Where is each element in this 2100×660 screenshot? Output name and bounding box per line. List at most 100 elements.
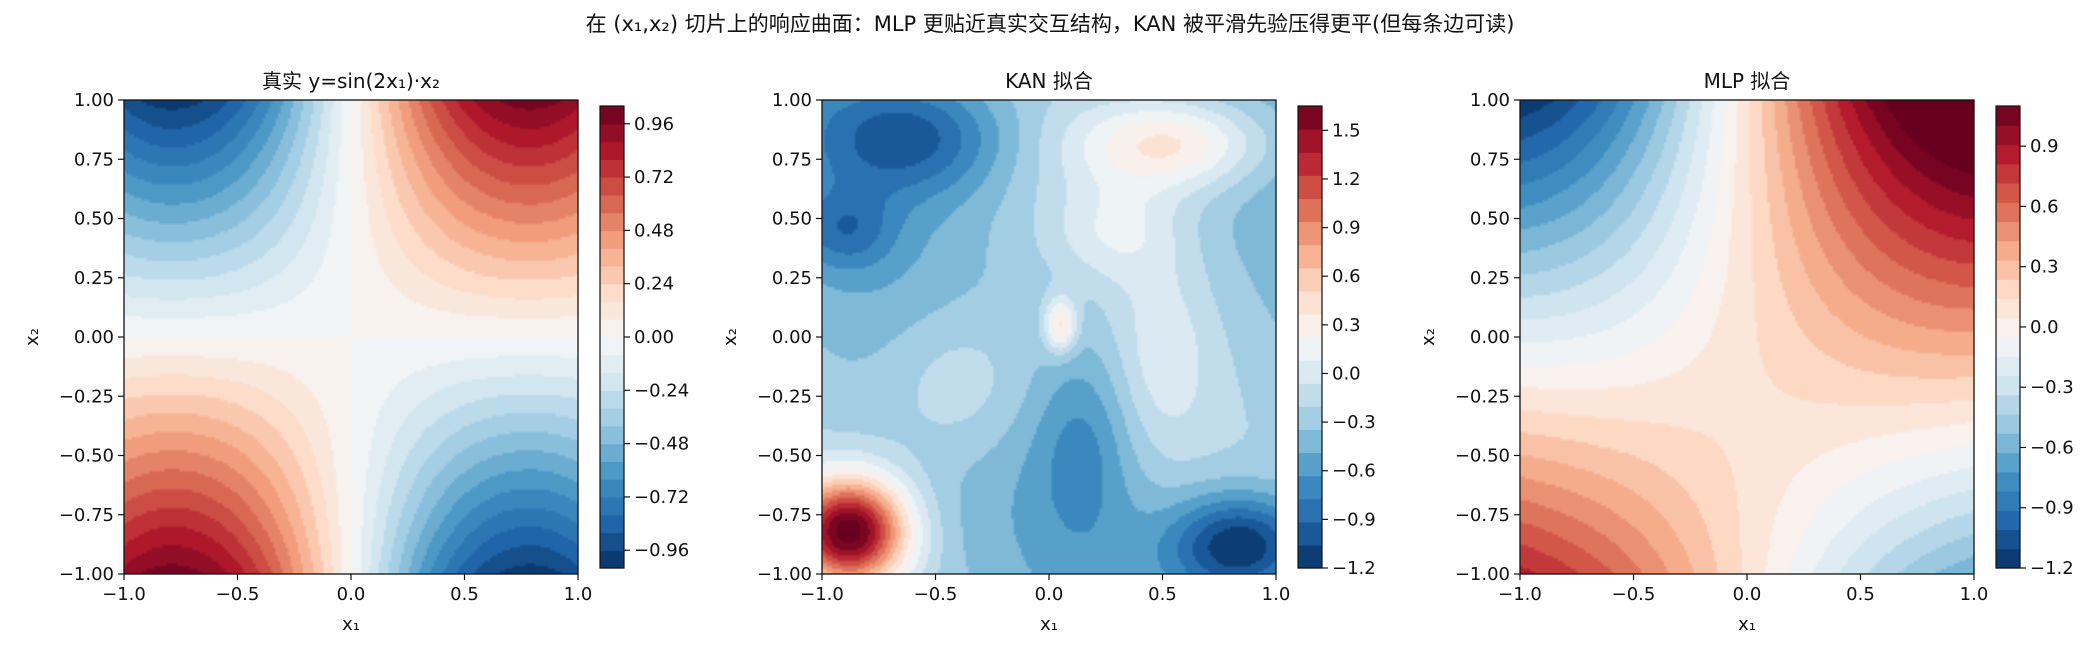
colorbar-band bbox=[1298, 452, 1322, 477]
panel-title: 真实 y=sin(2x₁)·x₂ bbox=[262, 69, 440, 93]
y-tick-label: 0.25 bbox=[1470, 268, 1510, 289]
y-tick-label: 0.25 bbox=[772, 268, 812, 289]
x-tick-label: 0.0 bbox=[1035, 584, 1064, 605]
colorbar-band bbox=[1996, 221, 2020, 242]
y-tick-label: −1.00 bbox=[1455, 564, 1510, 585]
colorbar-tick-label: 1.2 bbox=[1332, 169, 1361, 190]
y-tick-label: 1.00 bbox=[74, 90, 114, 111]
colorbar-band bbox=[1996, 298, 2020, 319]
colorbar-tick-label: −1.2 bbox=[2030, 558, 2074, 579]
colorbar-band bbox=[1298, 106, 1322, 130]
x-tick-label: −0.5 bbox=[216, 584, 260, 605]
colorbar-band bbox=[1298, 521, 1322, 546]
x-tick-label: 0.0 bbox=[1733, 584, 1762, 605]
colorbar-band bbox=[1298, 313, 1322, 338]
y-tick-label: −0.75 bbox=[757, 505, 812, 526]
colorbar-band bbox=[1996, 433, 2020, 454]
x-tick-label: −0.5 bbox=[914, 584, 958, 605]
colorbar-band bbox=[1996, 414, 2020, 434]
colorbar-band bbox=[600, 514, 624, 534]
colorbar-tick-label: 0.6 bbox=[1332, 266, 1361, 287]
panel-title: MLP 拟合 bbox=[1704, 69, 1791, 93]
colorbar-band bbox=[600, 532, 624, 551]
colorbar-tick-label: 0.72 bbox=[634, 167, 674, 188]
y-tick-label: 0.00 bbox=[1470, 327, 1510, 348]
panel-1: 真实 y=sin(2x₁)·x₂ −1.0 −0.5 0.0 0.5 1.0 −1.00 −0… bbox=[22, 69, 689, 635]
x-tick-label: −1.0 bbox=[800, 584, 844, 605]
panel-2: KAN 拟合 −1.0 −0.5 0.0 0.5 1.0 −1.00 −0.75 −0.50 −0… bbox=[720, 69, 1376, 635]
colorbar-band bbox=[600, 425, 624, 445]
y-tick-label: 0.50 bbox=[74, 209, 114, 230]
colorbar-band bbox=[600, 354, 624, 374]
colorbar-band bbox=[600, 106, 624, 125]
colorbar: −0.96 −0.72 −0.48 −0.24 0.00 0.24 0.48 0.72 0.96 bbox=[599, 105, 689, 569]
y-tick-label: 1.00 bbox=[772, 90, 812, 111]
y-axis-label: x₂ bbox=[1418, 328, 1439, 346]
x-tick-label: 0.5 bbox=[450, 584, 479, 605]
colorbar-band bbox=[600, 319, 624, 338]
y-tick-label: −0.75 bbox=[59, 505, 114, 526]
colorbar-band bbox=[1298, 267, 1322, 292]
colorbar-band bbox=[1298, 198, 1322, 223]
y-tick-label: 0.50 bbox=[772, 209, 812, 230]
colorbar-tick-label: 0.48 bbox=[634, 220, 674, 241]
colorbar-tick-label: 0.96 bbox=[634, 114, 674, 135]
colorbar-band bbox=[600, 194, 624, 214]
x-axis-label: x₁ bbox=[1040, 614, 1058, 635]
heatmap-surface bbox=[822, 100, 1276, 574]
y-tick-label: −1.00 bbox=[59, 564, 114, 585]
x-tick-label: 0.5 bbox=[1846, 584, 1875, 605]
y-axis-label: x₂ bbox=[720, 328, 741, 346]
colorbar-band bbox=[1298, 360, 1322, 384]
colorbar-band bbox=[1996, 394, 2020, 415]
colorbar-tick-label: −0.48 bbox=[634, 434, 689, 455]
colorbar-band bbox=[600, 496, 624, 516]
panel-3: MLP 拟合 −1.0 −0.5 0.0 0.5 1.0 −1.00 −0.75 −0.50 −0… bbox=[1418, 69, 2074, 635]
colorbar-band bbox=[1996, 125, 2020, 146]
y-tick-label: 1.00 bbox=[1470, 90, 1510, 111]
y-tick-label: 0.75 bbox=[74, 149, 114, 170]
colorbar-band bbox=[600, 443, 624, 462]
colorbar-band bbox=[600, 461, 624, 480]
y-tick-label: −0.50 bbox=[59, 446, 114, 467]
y-tick-label: −0.25 bbox=[1455, 386, 1510, 407]
colorbar-tick-label: −0.3 bbox=[1332, 412, 1376, 433]
colorbar-band bbox=[1996, 452, 2020, 473]
y-tick-label: 0.50 bbox=[1470, 209, 1510, 230]
colorbar-tick-label: 0.0 bbox=[2030, 317, 2059, 338]
colorbar-tick-label: 0.3 bbox=[2030, 257, 2059, 278]
y-tick-label: −0.25 bbox=[59, 386, 114, 407]
colorbar-band bbox=[1298, 129, 1322, 153]
colorbar-band bbox=[1298, 175, 1322, 199]
colorbar-band bbox=[1996, 240, 2020, 261]
colorbar-band bbox=[1298, 406, 1322, 430]
y-tick-label: 0.25 bbox=[74, 268, 114, 289]
y-axis-label: x₂ bbox=[22, 328, 43, 346]
x-tick-label: 1.0 bbox=[1960, 584, 1989, 605]
colorbar-band bbox=[1996, 163, 2020, 184]
x-tick-label: −1.0 bbox=[1498, 584, 1542, 605]
y-tick-label: −1.00 bbox=[757, 564, 812, 585]
colorbar-band bbox=[1298, 337, 1322, 361]
colorbar-band bbox=[1996, 548, 2020, 569]
colorbar-band bbox=[1298, 475, 1322, 500]
colorbar-frame bbox=[1297, 105, 1323, 569]
colorbar-tick-label: 0.0 bbox=[1332, 363, 1361, 384]
y-tick-label: 0.75 bbox=[1470, 149, 1510, 170]
colorbar-tick-label: 1.5 bbox=[1332, 120, 1361, 141]
y-tick-label: 0.75 bbox=[772, 149, 812, 170]
colorbar-band bbox=[1298, 290, 1322, 315]
colorbar-band bbox=[1996, 202, 2020, 223]
colorbar-tick-label: −0.72 bbox=[634, 487, 689, 508]
colorbar-band bbox=[600, 283, 624, 303]
colorbar-band bbox=[1996, 260, 2020, 280]
heatmap-surface bbox=[1520, 100, 1974, 574]
colorbar-band bbox=[1298, 152, 1322, 176]
colorbar: −1.2 −0.9 −0.6 −0.3 0.0 0.3 0.6 0.9 bbox=[1995, 105, 2074, 579]
figure-suptitle: 在 (x₁,x₂) 切片上的响应曲面：MLP 更贴近真实交互结构，KAN 被平滑… bbox=[585, 12, 1515, 36]
colorbar-frame bbox=[1995, 105, 2021, 569]
colorbar-band bbox=[600, 212, 624, 231]
colorbar-band bbox=[1298, 221, 1322, 246]
colorbar-band bbox=[600, 390, 624, 409]
